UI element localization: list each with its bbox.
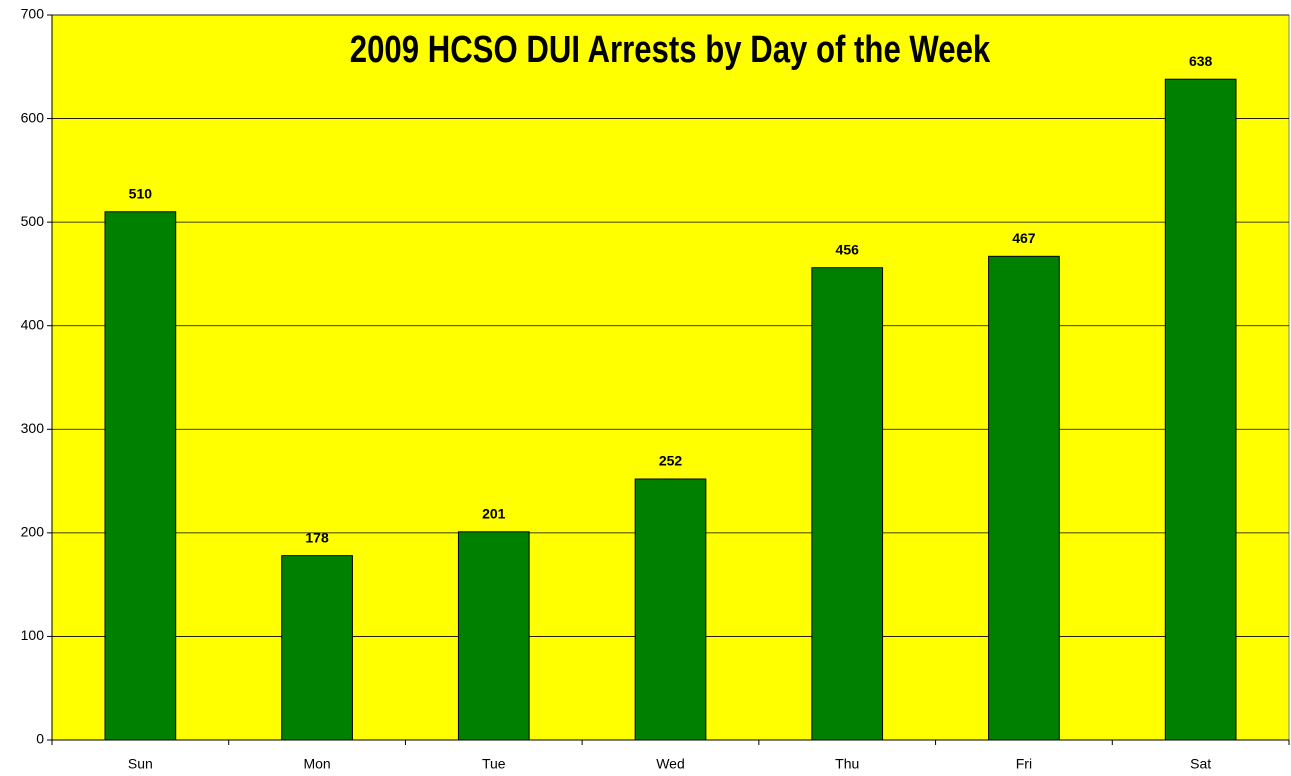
value-label: 178 [305,529,329,545]
y-tick-label: 300 [21,420,45,436]
bar [811,267,884,741]
y-tick-label: 400 [21,316,45,332]
bar [988,255,1060,741]
value-label: 201 [482,506,506,522]
x-tick-label: Mon [303,756,330,772]
x-tick-label: Wed [656,756,685,772]
value-label: 252 [659,453,683,469]
y-tick-label: 600 [21,109,45,125]
x-tick-label: Sat [1190,756,1211,772]
bar [1164,78,1237,741]
bar [457,531,530,741]
bar [634,478,707,741]
y-tick-label: 700 [21,6,45,22]
chart-title: 2009 HCSO DUI Arrests by Day of the Week [350,29,991,71]
value-label: 467 [1012,230,1036,246]
x-tick-label: Sun [128,756,153,772]
value-label: 456 [836,241,860,257]
y-tick-label: 0 [36,731,44,747]
value-label: 510 [129,185,153,201]
y-tick-label: 500 [21,213,45,229]
x-tick-label: Fri [1016,756,1032,772]
value-label: 638 [1189,53,1213,69]
x-tick-label: Tue [482,756,506,772]
x-tick-label: Thu [835,756,859,772]
bar [104,211,177,741]
y-tick-label: 200 [21,524,45,540]
y-tick-label: 100 [21,627,45,643]
bar [281,555,353,741]
